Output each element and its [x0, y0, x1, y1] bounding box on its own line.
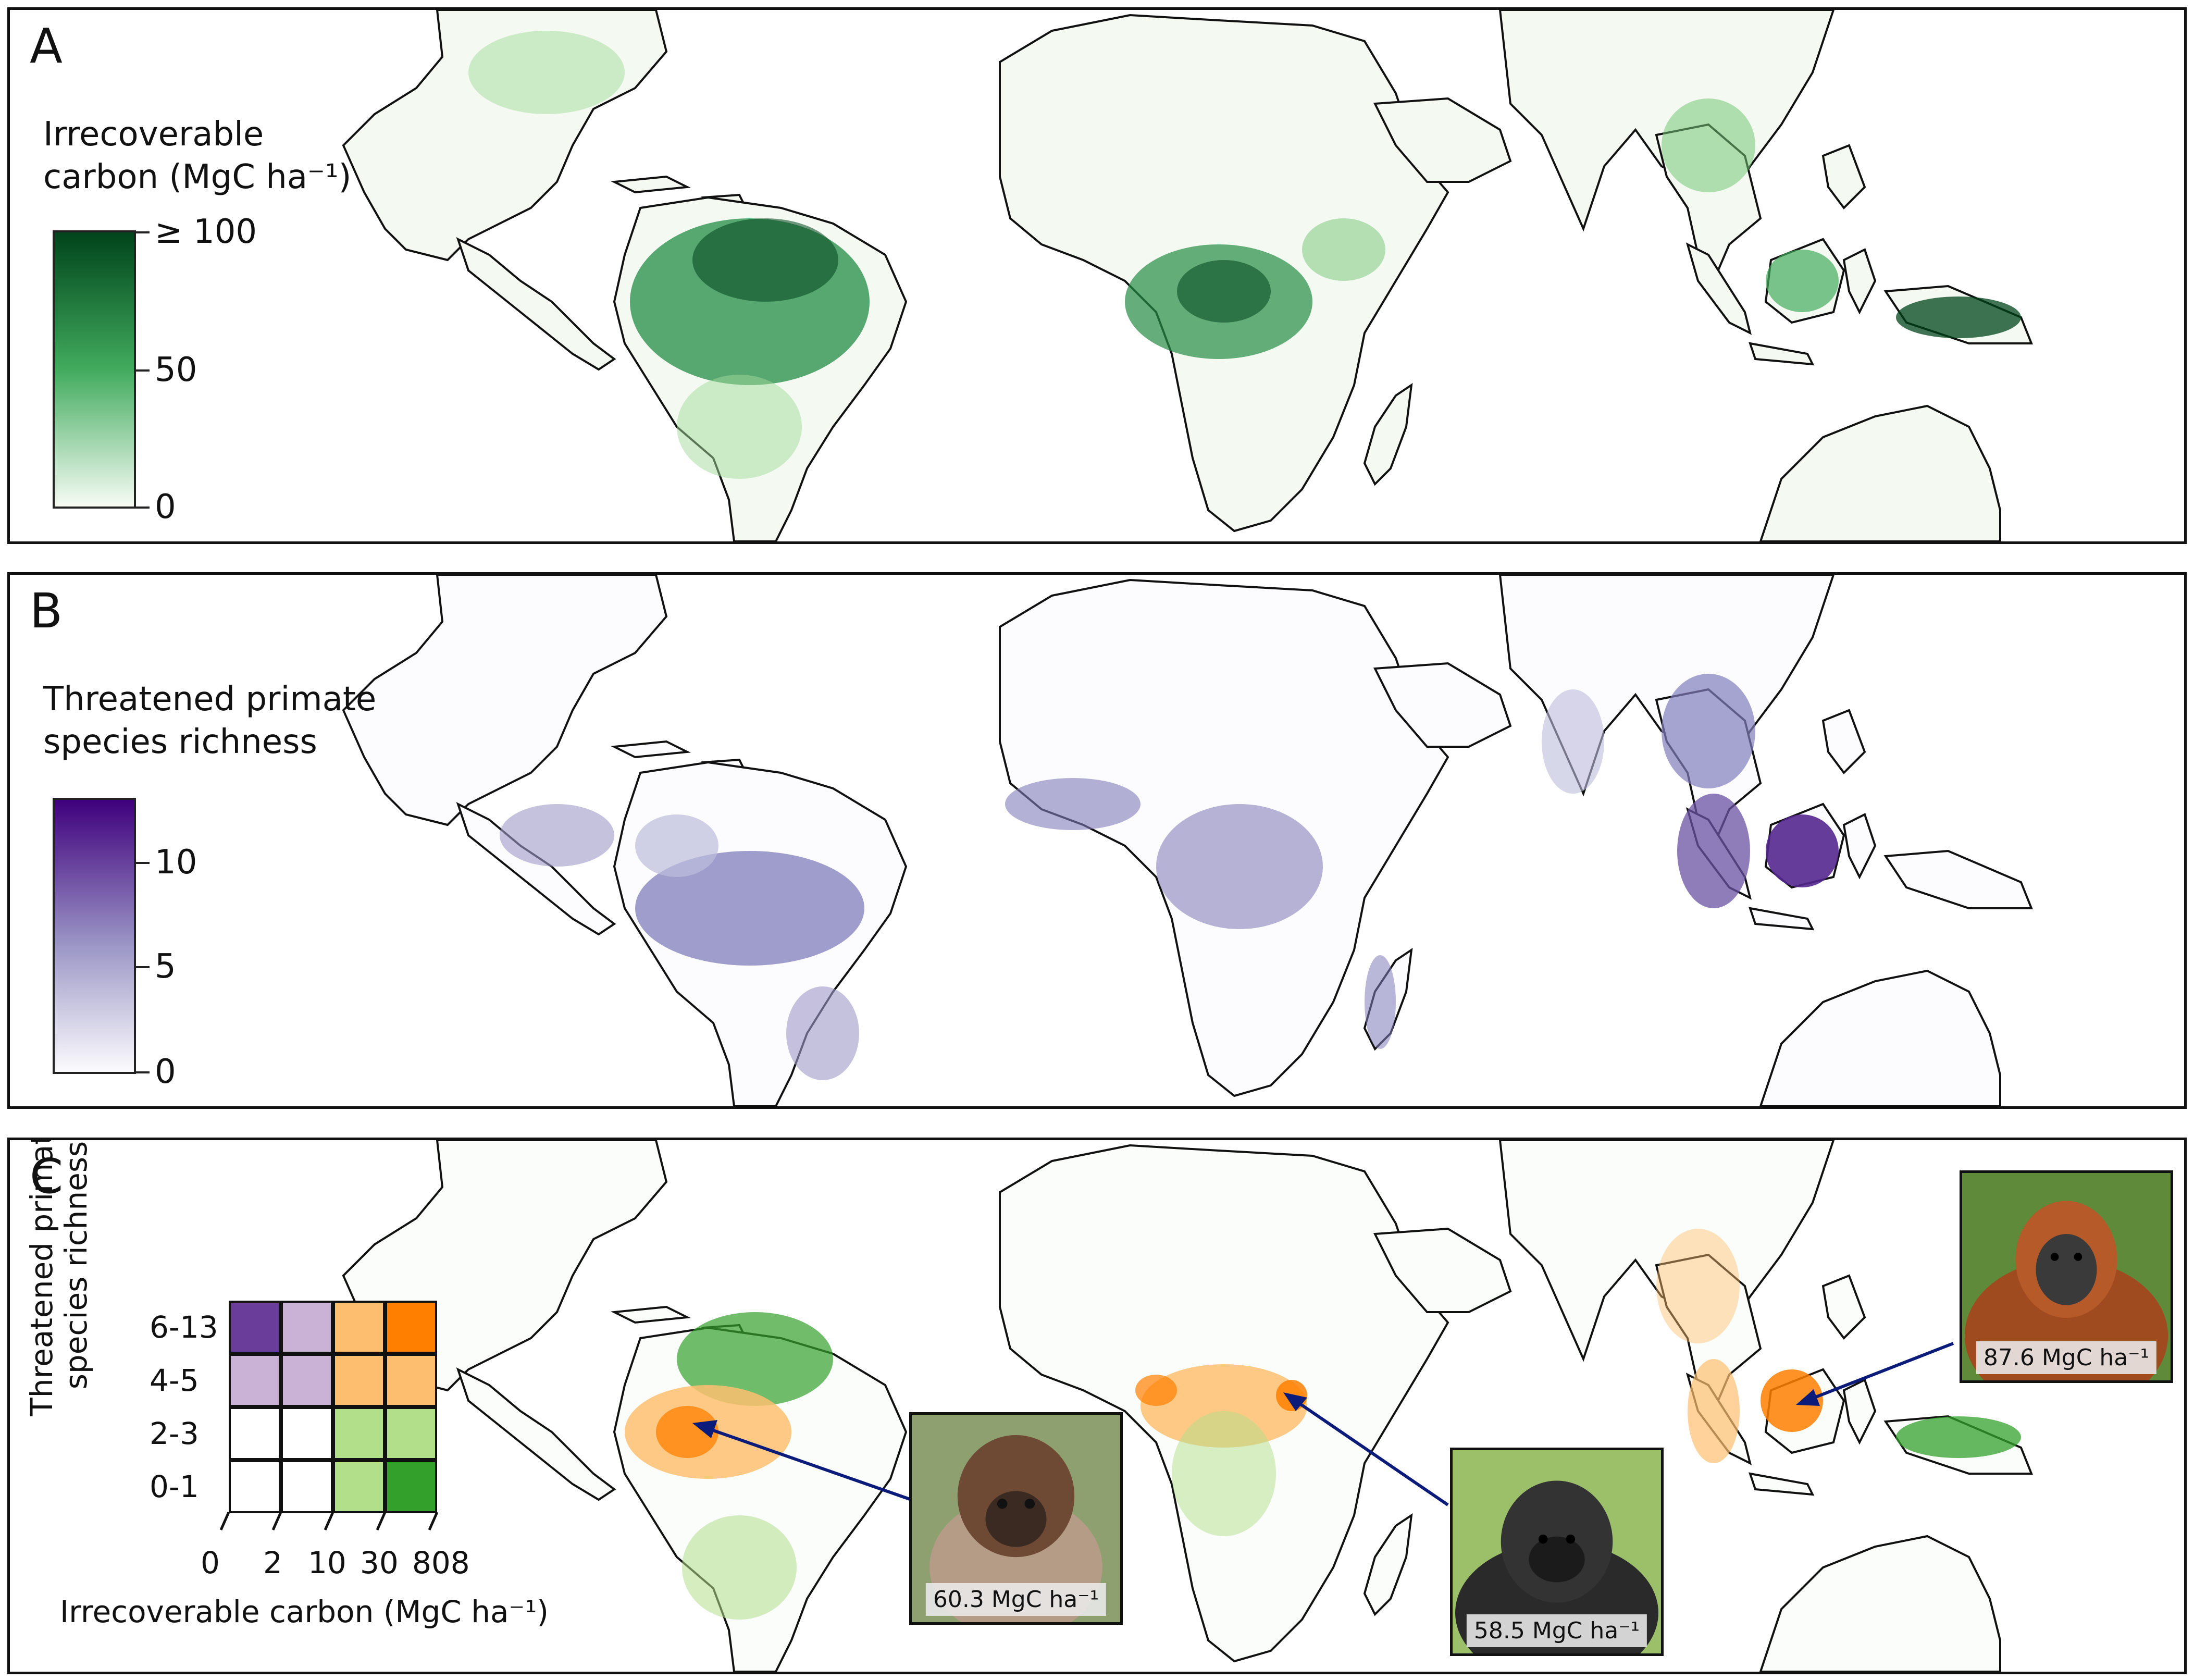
x-axis-ticks: [219, 1511, 439, 1531]
colorbar-tick-label-bottom: 0: [155, 1053, 176, 1091]
pointer-arrow-orangutan: [1805, 1342, 1954, 1402]
primate-colorbar: [53, 798, 136, 1074]
photo-woolly-monkey: 60.3 MgC ha⁻¹: [909, 1412, 1123, 1625]
bivariate-legend-cell: [385, 1354, 437, 1407]
congo-primate-area: [1156, 804, 1323, 929]
panel-letter: B: [30, 583, 63, 639]
bivariate-legend-cell: [333, 1354, 385, 1407]
carbon-colorbar: [53, 230, 136, 509]
bivariate-legend-cell: [281, 1460, 333, 1513]
borneo-carbon-area: [1766, 250, 1839, 312]
bivariate-legend-cell: [281, 1354, 333, 1407]
panel-c-bivariate-map: C Threatened primate species richness 6-…: [7, 1138, 2187, 1674]
x-tick-label: 10: [308, 1545, 346, 1580]
y-axis-label: Threatened primate species richness: [24, 1138, 94, 1416]
congo-bivariate-area: [1141, 1364, 1307, 1448]
colorbar-tick: [136, 966, 150, 968]
photo-caption: 87.6 MgC ha⁻¹: [1976, 1341, 2157, 1374]
x-tick-label: 2: [263, 1545, 282, 1580]
arrowhead: [1796, 1389, 1820, 1406]
bivariate-legend-cell: [229, 1301, 281, 1354]
bivariate-legend-cell: [229, 1407, 281, 1460]
colorbar-tick-label-mid: 5: [155, 947, 176, 986]
colorbar-tick: [136, 1071, 150, 1073]
colorbar-tick-label-top: ≥ 100: [155, 213, 257, 251]
amazon-primate-area: [635, 851, 864, 966]
legend-title-line2: carbon (MgC ha⁻¹): [43, 158, 352, 196]
colorbar-tick-label-top: 10: [155, 843, 197, 882]
bivariate-legend-cell: [385, 1407, 437, 1460]
panel-a-carbon-map: A Irrecoverable carbon (MgC ha⁻¹) ≥ 100 …: [7, 7, 2187, 544]
y-tick-label: 6-13: [150, 1310, 218, 1345]
pointer-arrow-monkey: [702, 1425, 912, 1501]
bivariate-world-map: [342, 1140, 2032, 1672]
photo-gorilla: 58.5 MgC ha⁻¹: [1450, 1448, 1664, 1656]
new-guinea-carbon-area: [1896, 297, 2021, 338]
bivariate-legend-cell: [333, 1301, 385, 1354]
bivariate-legend-cell: [281, 1301, 333, 1354]
photo-orangutan: 87.6 MgC ha⁻¹: [1960, 1170, 2173, 1383]
colorbar-tick: [136, 507, 150, 509]
bivariate-legend-grid: [229, 1301, 437, 1513]
colorbar-tick: [136, 862, 150, 864]
colorbar-tick-label-mid: 50: [155, 351, 197, 389]
x-tick-label: 808: [412, 1545, 470, 1580]
colorbar-tick-label-bottom: 0: [155, 488, 176, 526]
colorbar-tick: [136, 231, 150, 233]
borneo-primate-area: [1766, 814, 1839, 887]
bivariate-legend-cell: [333, 1407, 385, 1460]
legend-title-line1: Threatened primate: [43, 680, 377, 719]
y-tick-label: 4-5: [150, 1363, 199, 1398]
y-tick-label: 0-1: [150, 1469, 199, 1504]
bivariate-legend-cell: [229, 1460, 281, 1513]
bivariate-legend-cell: [385, 1460, 437, 1513]
panel-letter: C: [30, 1148, 64, 1204]
x-tick-label: 30: [360, 1545, 399, 1580]
panel-b-primate-map: B Threatened primate species richness 10…: [7, 572, 2187, 1109]
bivariate-legend-cell: [385, 1301, 437, 1354]
photo-caption: 60.3 MgC ha⁻¹: [925, 1583, 1107, 1616]
legend-title-line1: Irrecoverable: [43, 115, 264, 154]
x-tick-label: 0: [201, 1545, 220, 1580]
pointer-arrow-gorilla: [1291, 1397, 1449, 1506]
bivariate-legend-cell: [229, 1354, 281, 1407]
arrowhead: [692, 1420, 717, 1438]
bivariate-legend-cell: [281, 1407, 333, 1460]
colorbar-tick: [136, 369, 150, 372]
arrowhead: [1283, 1392, 1307, 1411]
y-tick-label: 2-3: [150, 1416, 199, 1451]
photo-caption: 58.5 MgC ha⁻¹: [1466, 1614, 1647, 1647]
borneo-bivariate-area: [1761, 1369, 1823, 1432]
panel-letter: A: [30, 18, 63, 74]
carbon-world-map: [342, 10, 2032, 541]
bivariate-legend-cell: [333, 1460, 385, 1513]
legend-title-line2: species richness: [43, 723, 317, 761]
primate-world-map: [342, 575, 2032, 1106]
x-axis-label: Irrecoverable carbon (MgC ha⁻¹): [60, 1594, 549, 1629]
